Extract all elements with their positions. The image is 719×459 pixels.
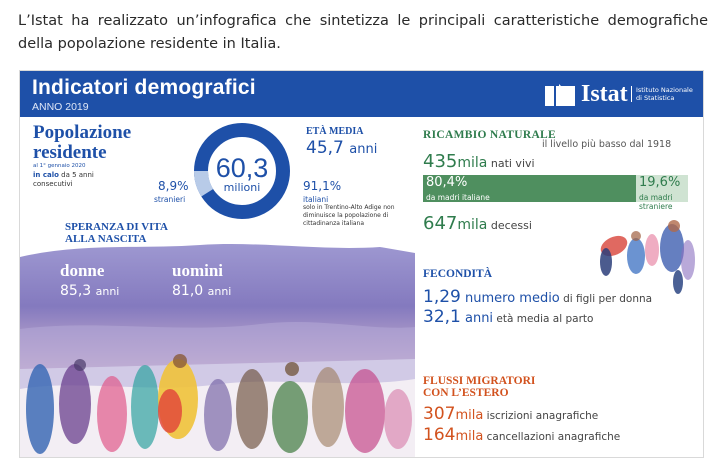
decessi-text: decessi <box>487 219 532 232</box>
eta-media-value: 45,7 anni <box>306 138 377 158</box>
popolazione-title-line2: residente <box>33 142 107 163</box>
nati-number: 435 <box>423 151 458 172</box>
donne-number: 85,3 <box>60 283 92 299</box>
eta-media-unit: anni <box>349 142 378 157</box>
popolazione-title: Popolazione residente <box>33 123 131 163</box>
madri-straniere-bar <box>636 175 688 202</box>
popolazione-date: al 1° gennaio 2020 <box>33 163 86 169</box>
iscrizioni-number: 307 <box>423 404 456 424</box>
eta-parto-number: 32,1 <box>423 307 461 327</box>
cancellazioni-anagrafiche: 164mila cancellazioni anagrafiche <box>423 425 620 445</box>
cancellazioni-unit: mila <box>455 429 484 444</box>
popolazione-trend: in calo da 5 anni consecutivi <box>33 171 113 189</box>
nati-vivi: 435mila nati vivi <box>423 151 535 172</box>
donne-value: 85,3 anni <box>60 283 119 299</box>
donne-unit: anni <box>95 285 120 298</box>
popolazione-title-line1: Popolazione <box>33 122 132 143</box>
cancellazioni-text: cancellazioni anagrafiche <box>483 431 621 443</box>
eta-parto-mid: anni <box>460 311 494 326</box>
nati-text: nati vivi <box>487 157 535 170</box>
iscrizioni-unit: mila <box>455 408 484 423</box>
madri-italiane-bar <box>423 175 636 202</box>
decessi-unit: mila <box>457 217 488 233</box>
madri-straniere-percentage: 19,6% <box>639 175 681 190</box>
speranza-title-line1: SPERANZA DI VITA <box>65 221 168 233</box>
uomini-number: 81,0 <box>172 283 204 299</box>
eta-parto-text: età media al parto <box>493 313 594 325</box>
madri-italiane-label: da madri italiane <box>426 193 490 202</box>
decessi: 647mila decessi <box>423 213 532 234</box>
infographic-year: ANNO 2019 <box>32 101 89 113</box>
intro-paragraph: L’Istat ha realizzato un’infografica che… <box>18 13 708 52</box>
istat-logo: Istat Istituto Nazionale di Statistica <box>545 80 695 110</box>
decessi-number: 647 <box>423 213 458 234</box>
donne-label: donne <box>60 261 105 280</box>
eta-media-label: ETÀ MEDIA <box>306 126 364 137</box>
cancellazioni-number: 164 <box>423 425 456 445</box>
istat-logo-mark-icon <box>545 84 575 106</box>
stranieri-percentage: 8,9% <box>158 179 189 193</box>
madri-italiane-percentage: 80,4% <box>426 175 468 190</box>
madri-straniere-label: da madri straniere <box>639 193 673 211</box>
figli-mid: numero medio <box>460 291 560 306</box>
infographic-header: Indicatori demografici ANNO 2019 Istat I… <box>20 71 703 117</box>
figli-text: di figli per donna <box>559 293 653 305</box>
uomini-label: uomini <box>172 261 224 280</box>
figli-number: 1,29 <box>423 287 461 307</box>
italiani-label: italiani <box>303 195 329 204</box>
popolazione-unit: milioni <box>223 181 261 194</box>
popolazione-trend-bold: in calo <box>33 171 59 179</box>
flussi-title: FLUSSI MIGRATORI CON L’ESTERO <box>423 375 535 399</box>
infographic-title: Indicatori demografici <box>32 76 256 99</box>
italiani-percentage: 91,1% <box>303 179 342 193</box>
flussi-title-line1: FLUSSI MIGRATORI <box>423 375 536 387</box>
ricambio-title: RICAMBIO NATURALE <box>423 129 556 141</box>
popolazione-trend-rest: da 5 anni consecutivi <box>33 171 94 188</box>
ricambio-note: il livello più basso dal 1918 <box>542 139 672 150</box>
italiani-note: solo in Trentino-Alto Adige non diminuis… <box>303 204 395 227</box>
uomini-value: 81,0 anni <box>172 283 231 299</box>
uomini-unit: anni <box>207 285 232 298</box>
eta-media-number: 45,7 <box>306 138 344 158</box>
popolazione-donut-chart <box>194 123 290 219</box>
watercolor-people-illustration <box>20 244 415 457</box>
istat-logo-word: Istat <box>581 81 628 107</box>
iscrizioni-text: iscrizioni anagrafiche <box>483 410 599 422</box>
infographic-image: Indicatori demografici ANNO 2019 Istat I… <box>19 70 704 458</box>
flussi-title-line2: CON L’ESTERO <box>423 387 509 399</box>
istat-logo-institute: Istituto Nazionale di Statistica <box>631 86 696 102</box>
iscrizioni-anagrafiche: 307mila iscrizioni anagrafiche <box>423 404 598 424</box>
nati-unit: mila <box>457 155 488 171</box>
eta-media-parto: 32,1 anni età media al parto <box>423 307 593 327</box>
speranza-title-line2: ALLA NASCITA <box>65 233 147 245</box>
stranieri-label: stranieri <box>154 195 186 204</box>
fecondita-title: FECONDITÀ <box>423 268 493 280</box>
popolazione-value: 60,3 <box>215 153 269 183</box>
figli-per-donna: 1,29 numero medio di figli per donna <box>423 287 652 307</box>
watercolor-family-illustration <box>600 220 695 294</box>
speranza-title: SPERANZA DI VITA ALLA NASCITA <box>65 221 168 245</box>
